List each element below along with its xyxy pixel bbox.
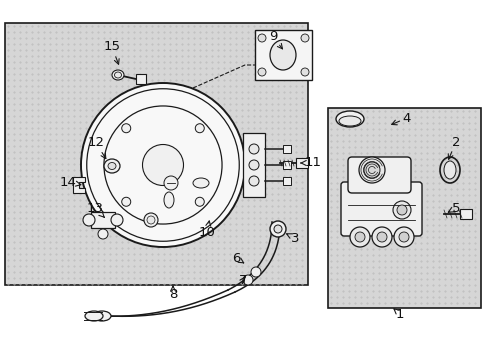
Circle shape [398, 232, 408, 242]
Ellipse shape [443, 161, 455, 179]
Bar [327, 108, 480, 308]
Circle shape [376, 232, 386, 242]
Text: 4: 4 [391, 112, 410, 125]
Text: 2: 2 [447, 135, 459, 159]
Bar [243, 133, 264, 197]
Bar [283, 161, 290, 169]
Text: 11: 11 [300, 157, 321, 170]
Circle shape [142, 144, 183, 185]
Polygon shape [73, 177, 85, 193]
Text: 9: 9 [268, 31, 282, 49]
Circle shape [248, 176, 259, 186]
Text: 5: 5 [447, 202, 459, 215]
Ellipse shape [335, 111, 363, 127]
Ellipse shape [195, 197, 204, 206]
Circle shape [349, 227, 369, 247]
Circle shape [273, 225, 282, 233]
Text: 8: 8 [168, 286, 177, 301]
Text: 7: 7 [238, 274, 247, 287]
Circle shape [248, 160, 259, 170]
Ellipse shape [104, 159, 120, 173]
Text: 13: 13 [86, 202, 104, 217]
Circle shape [258, 34, 265, 42]
Bar [295, 158, 307, 168]
Circle shape [371, 227, 391, 247]
Circle shape [301, 34, 308, 42]
Text: 1: 1 [393, 307, 404, 320]
Circle shape [301, 68, 308, 76]
Polygon shape [136, 74, 146, 84]
Ellipse shape [193, 178, 208, 188]
Ellipse shape [114, 72, 121, 78]
Circle shape [83, 214, 95, 226]
Circle shape [363, 162, 379, 178]
FancyBboxPatch shape [254, 30, 311, 80]
Circle shape [358, 157, 384, 183]
Text: 12: 12 [87, 136, 105, 159]
Circle shape [393, 227, 413, 247]
Bar [459, 209, 471, 219]
Circle shape [392, 201, 410, 219]
Ellipse shape [269, 40, 295, 70]
Text: 15: 15 [103, 40, 120, 64]
Circle shape [250, 267, 261, 277]
Bar [5, 23, 307, 285]
Ellipse shape [85, 311, 103, 321]
Circle shape [354, 232, 364, 242]
Ellipse shape [195, 124, 204, 133]
Circle shape [243, 275, 252, 285]
Bar [91, 212, 115, 228]
Ellipse shape [338, 116, 360, 126]
Ellipse shape [163, 192, 174, 208]
Circle shape [147, 216, 155, 224]
Text: 10: 10 [198, 221, 215, 239]
Bar [283, 145, 290, 153]
Ellipse shape [112, 70, 124, 80]
Text: 6: 6 [231, 252, 243, 265]
FancyBboxPatch shape [340, 182, 421, 236]
Circle shape [81, 83, 244, 247]
Ellipse shape [122, 197, 130, 206]
Ellipse shape [108, 162, 116, 170]
Circle shape [248, 144, 259, 154]
Ellipse shape [93, 311, 111, 321]
Text: 14: 14 [60, 175, 81, 189]
FancyBboxPatch shape [347, 157, 410, 193]
Circle shape [98, 229, 108, 239]
Circle shape [143, 213, 158, 227]
Bar [283, 177, 290, 185]
Ellipse shape [122, 124, 130, 133]
Circle shape [396, 205, 406, 215]
Text: 3: 3 [286, 231, 299, 244]
Circle shape [269, 221, 285, 237]
Circle shape [111, 214, 123, 226]
Circle shape [163, 176, 178, 190]
Bar [6, 24, 306, 284]
Circle shape [258, 68, 265, 76]
